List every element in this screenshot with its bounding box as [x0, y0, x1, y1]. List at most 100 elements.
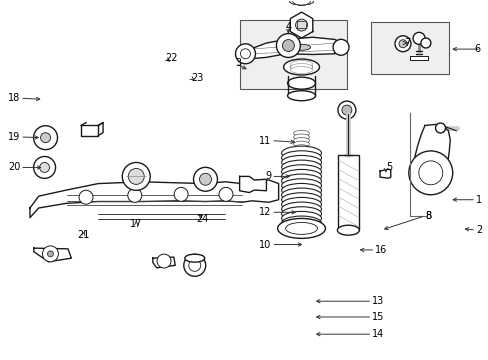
Polygon shape — [153, 257, 175, 268]
Text: 18: 18 — [8, 93, 20, 103]
Circle shape — [276, 33, 300, 58]
Ellipse shape — [292, 0, 310, 5]
Ellipse shape — [281, 193, 321, 207]
Ellipse shape — [287, 91, 315, 101]
Bar — [239, 21, 346, 89]
Circle shape — [412, 32, 424, 44]
Circle shape — [398, 40, 406, 48]
Ellipse shape — [289, 0, 313, 5]
Ellipse shape — [281, 156, 321, 170]
Circle shape — [42, 246, 58, 262]
Circle shape — [122, 162, 150, 190]
Text: 8: 8 — [424, 211, 430, 221]
Text: 10: 10 — [259, 239, 271, 249]
Circle shape — [40, 162, 49, 172]
Circle shape — [408, 151, 452, 195]
Polygon shape — [34, 248, 71, 262]
Ellipse shape — [289, 0, 313, 5]
Ellipse shape — [292, 0, 310, 5]
Circle shape — [235, 44, 255, 64]
Circle shape — [418, 161, 442, 185]
Ellipse shape — [293, 138, 309, 144]
Text: 7: 7 — [404, 38, 410, 48]
Circle shape — [41, 133, 50, 143]
Circle shape — [157, 254, 171, 268]
Ellipse shape — [281, 197, 321, 211]
Text: 13: 13 — [371, 296, 384, 306]
Circle shape — [174, 187, 188, 201]
Circle shape — [183, 255, 205, 276]
Polygon shape — [30, 180, 278, 218]
Ellipse shape — [281, 179, 321, 193]
Ellipse shape — [289, 0, 313, 5]
Polygon shape — [243, 37, 341, 59]
Text: 9: 9 — [264, 171, 271, 181]
Ellipse shape — [337, 225, 359, 235]
Ellipse shape — [292, 0, 310, 5]
Ellipse shape — [293, 134, 309, 140]
Text: 12: 12 — [259, 207, 271, 217]
Ellipse shape — [277, 219, 325, 238]
Circle shape — [332, 39, 348, 55]
Circle shape — [240, 49, 250, 59]
Circle shape — [219, 187, 232, 201]
Text: 5: 5 — [385, 162, 391, 172]
Text: 22: 22 — [165, 53, 178, 63]
Circle shape — [127, 188, 142, 202]
Polygon shape — [409, 56, 427, 60]
Circle shape — [188, 259, 201, 271]
Text: 20: 20 — [8, 162, 20, 172]
Ellipse shape — [281, 170, 321, 183]
Bar — [296, 21, 306, 28]
Ellipse shape — [281, 165, 321, 179]
Text: 15: 15 — [371, 312, 384, 322]
Polygon shape — [413, 125, 449, 189]
Ellipse shape — [292, 0, 310, 5]
Text: 2: 2 — [475, 225, 481, 235]
Ellipse shape — [293, 130, 309, 136]
Bar — [370, 22, 448, 74]
Text: 23: 23 — [190, 73, 203, 83]
Text: 11: 11 — [259, 136, 271, 145]
Text: 3: 3 — [235, 58, 242, 68]
Circle shape — [34, 157, 56, 179]
Text: 1: 1 — [475, 195, 481, 205]
Circle shape — [394, 36, 410, 52]
Polygon shape — [290, 12, 312, 38]
Ellipse shape — [290, 67, 312, 73]
Text: 21: 21 — [77, 230, 90, 239]
Ellipse shape — [281, 216, 321, 230]
Ellipse shape — [281, 202, 321, 216]
Ellipse shape — [281, 146, 321, 160]
Ellipse shape — [290, 64, 312, 71]
Ellipse shape — [281, 160, 321, 174]
Ellipse shape — [281, 188, 321, 202]
Ellipse shape — [290, 63, 312, 71]
Polygon shape — [81, 126, 98, 135]
Text: 4: 4 — [285, 22, 291, 32]
Text: 8: 8 — [424, 211, 430, 221]
Circle shape — [193, 167, 217, 191]
Circle shape — [47, 251, 53, 257]
Circle shape — [34, 126, 58, 150]
Text: 16: 16 — [374, 245, 386, 255]
Ellipse shape — [285, 222, 317, 234]
Ellipse shape — [293, 145, 309, 151]
Text: 24: 24 — [196, 214, 209, 224]
Circle shape — [341, 105, 351, 115]
Ellipse shape — [289, 0, 313, 5]
Ellipse shape — [281, 184, 321, 197]
Ellipse shape — [281, 151, 321, 165]
Polygon shape — [379, 169, 390, 178]
Ellipse shape — [281, 174, 321, 188]
Circle shape — [199, 173, 211, 185]
Ellipse shape — [287, 77, 315, 89]
Text: 6: 6 — [474, 44, 480, 54]
Text: 19: 19 — [8, 132, 20, 142]
Circle shape — [79, 190, 93, 204]
Circle shape — [128, 168, 144, 184]
Circle shape — [420, 38, 430, 48]
Ellipse shape — [293, 141, 309, 147]
Ellipse shape — [292, 44, 310, 50]
Ellipse shape — [283, 59, 319, 75]
